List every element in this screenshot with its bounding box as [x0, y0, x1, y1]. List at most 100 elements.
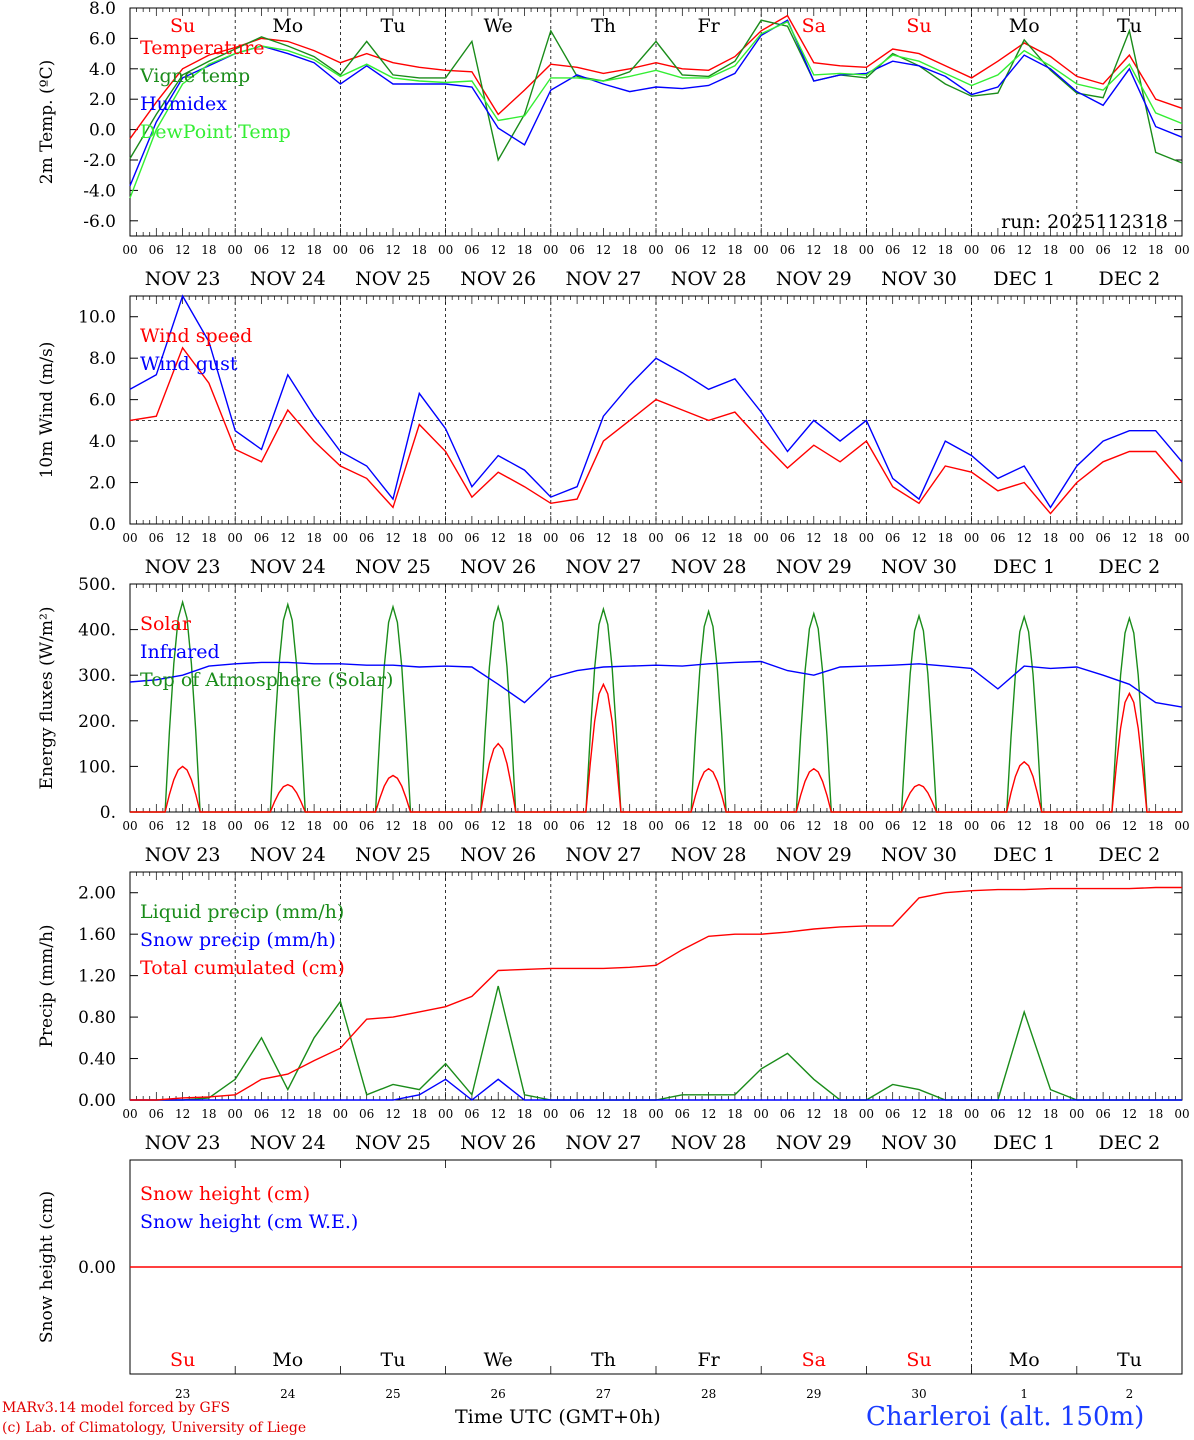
hour-tick-label: 12: [806, 531, 821, 545]
hour-tick-label: 06: [780, 531, 795, 545]
hour-tick-label: 00: [543, 819, 558, 833]
date-label: NOV 25: [355, 556, 431, 578]
lab-credit: (c) Lab. of Climatology, University of L…: [2, 1420, 307, 1436]
run-annotation: run: 2025112318: [1001, 211, 1168, 233]
hour-tick-label: 06: [780, 819, 795, 833]
hour-tick-label: 00: [228, 1107, 243, 1121]
hour-tick-label: 00: [228, 819, 243, 833]
hour-tick-label: 00: [964, 819, 979, 833]
hour-tick-label: 12: [1122, 531, 1137, 545]
y-tick-label: -6.0: [83, 212, 116, 232]
date-label: NOV 28: [671, 556, 747, 578]
hour-tick-label: 06: [254, 243, 269, 257]
hour-tick-label: 00: [122, 1107, 137, 1121]
hour-tick-label: 18: [727, 531, 742, 545]
station-name: Charleroi (alt. 150m): [866, 1402, 1145, 1432]
hour-tick-label: 06: [675, 819, 690, 833]
hour-tick-label: 12: [701, 243, 716, 257]
date-label: NOV 30: [881, 844, 957, 866]
legend-entry: Total cumulated (cm): [140, 957, 345, 979]
hour-tick-label: 00: [333, 243, 348, 257]
hour-tick-label: 18: [201, 243, 216, 257]
y-tick-label: 400.: [78, 621, 116, 641]
hour-tick-label: 06: [149, 819, 164, 833]
hour-tick-label: 12: [911, 819, 926, 833]
hour-tick-label: 06: [359, 243, 374, 257]
legend-entry: Solar: [140, 613, 192, 635]
hour-tick-label: 00: [1069, 531, 1084, 545]
hour-tick-label: 18: [517, 243, 532, 257]
infrared-line: [129, 660, 1183, 708]
hour-tick-label: 00: [859, 819, 874, 833]
hour-tick-label: 00: [1069, 819, 1084, 833]
hour-tick-label: 00: [754, 243, 769, 257]
y-axis-title: Precip (mm/h): [37, 924, 57, 1047]
hour-tick-label: 18: [1148, 1107, 1163, 1121]
day-of-week-label: We: [484, 15, 513, 37]
y-tick-label: 0.00: [78, 1258, 116, 1278]
hour-tick-label: 00: [543, 243, 558, 257]
y-tick-label: -2.0: [83, 151, 116, 171]
hour-tick-label: 18: [622, 531, 637, 545]
y-tick-label: 0.00: [78, 1091, 116, 1111]
hour-tick-label: 12: [1017, 819, 1032, 833]
day-number-label: 1: [1020, 1387, 1028, 1401]
hour-tick-label: 12: [911, 1107, 926, 1121]
y-tick-label: 4.0: [89, 432, 116, 452]
date-label: NOV 30: [881, 556, 957, 578]
panel-5: 0.00 Snow height (cm) Snow height (cm) Snow…: [37, 1159, 1183, 1401]
date-label: NOV 26: [460, 1132, 536, 1154]
day-of-week-label: Fr: [697, 15, 720, 37]
hour-tick-label: 06: [464, 1107, 479, 1121]
hour-tick-label: 00: [1069, 243, 1084, 257]
y-tick-label: 8.0: [89, 0, 116, 19]
hour-tick-label: 12: [596, 819, 611, 833]
day-of-week-label: Su: [170, 15, 195, 37]
day-number-label: 24: [280, 1387, 296, 1401]
legend-entry: Humidex: [140, 93, 227, 115]
hour-tick-label: 18: [938, 531, 953, 545]
hour-tick-label: 00: [1069, 1107, 1084, 1121]
hour-tick-label: 12: [1017, 1107, 1032, 1121]
y-tick-label: 6.0: [89, 391, 116, 411]
hour-tick-label: 12: [491, 819, 506, 833]
hour-tick-label: 06: [569, 243, 584, 257]
date-label: NOV 29: [776, 556, 852, 578]
date-label: NOV 28: [671, 844, 747, 866]
date-label: DEC 1: [993, 556, 1055, 578]
y-tick-label: 500.: [78, 575, 116, 595]
hour-tick-label: 12: [280, 1107, 295, 1121]
y-tick-label: 4.0: [89, 60, 116, 80]
hour-tick-label: 18: [517, 531, 532, 545]
hour-tick-label: 18: [1043, 1107, 1058, 1121]
date-label: NOV 24: [250, 844, 326, 866]
date-label: NOV 26: [460, 556, 536, 578]
hour-tick-label: 18: [306, 531, 321, 545]
legend-entry: Wind speed: [140, 325, 252, 347]
date-label: NOV 23: [145, 556, 221, 578]
y-tick-label: 0.: [100, 803, 116, 823]
hour-tick-label: 06: [1095, 243, 1110, 257]
y-tick-label: 300.: [78, 666, 116, 686]
hour-tick-label: 18: [306, 1107, 321, 1121]
hour-tick-label: 06: [885, 243, 900, 257]
hour-tick-label: 06: [359, 1107, 374, 1121]
day-of-week-label: We: [484, 1349, 513, 1371]
hour-tick-label: 00: [228, 531, 243, 545]
date-label: NOV 25: [355, 844, 431, 866]
hour-tick-label: 06: [885, 819, 900, 833]
hour-tick-label: 06: [885, 1107, 900, 1121]
hour-tick-label: 00: [333, 819, 348, 833]
date-label: NOV 23: [145, 1132, 221, 1154]
date-label: NOV 29: [776, 268, 852, 290]
y-tick-label: 0.40: [78, 1050, 116, 1070]
hour-tick-label: 18: [727, 819, 742, 833]
hour-tick-label: 00: [333, 531, 348, 545]
day-of-week-label: Tu: [381, 15, 406, 37]
hour-tick-label: 12: [596, 531, 611, 545]
hour-tick-label: 18: [832, 819, 847, 833]
y-axis-title: Energy fluxes (W/m²): [37, 607, 57, 790]
day-of-week-label: Mo: [1009, 15, 1040, 37]
hour-tick-label: 00: [964, 531, 979, 545]
